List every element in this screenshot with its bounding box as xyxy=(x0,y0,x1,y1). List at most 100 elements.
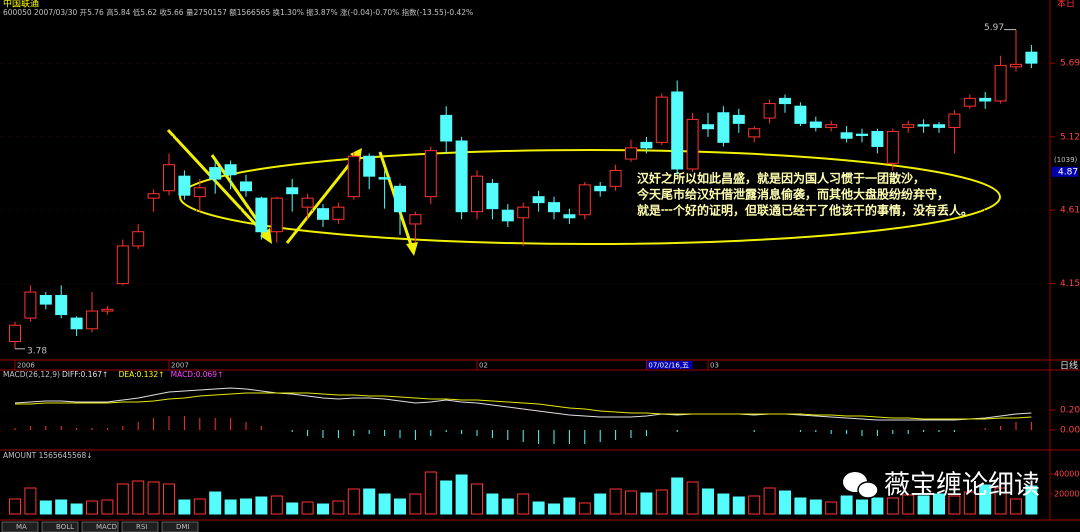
candle-body xyxy=(440,114,453,142)
annotation: 汉奸之所以如此昌盛，就是因为国人习惯于一团散沙， xyxy=(637,171,925,186)
cursor-date-box xyxy=(646,361,693,369)
candle-body xyxy=(979,97,992,102)
volume-bar xyxy=(640,492,653,515)
candle-body xyxy=(655,96,668,143)
volume-bar xyxy=(455,474,468,515)
candle-body xyxy=(871,130,884,147)
x-tick-label: 07/02/16,五 xyxy=(648,362,689,370)
readout: DEA:0.132↑ xyxy=(119,370,165,379)
tab[interactable] xyxy=(121,521,159,532)
volume-bar xyxy=(994,487,1007,515)
volume-bar xyxy=(578,502,591,515)
candle-body xyxy=(686,118,699,170)
x-tick-label: 2006 xyxy=(17,362,35,370)
volume-bar xyxy=(193,498,206,515)
candle-body xyxy=(409,214,422,225)
volume-bar xyxy=(86,500,98,515)
y-tick-label: 4.15 xyxy=(1060,279,1080,289)
candle-body xyxy=(1025,51,1038,64)
volume-bar xyxy=(486,493,499,515)
volume-bar xyxy=(440,480,453,515)
watermark-icon xyxy=(843,472,879,499)
volume-bar xyxy=(347,488,360,515)
volume-bar xyxy=(101,499,114,515)
volume-bar xyxy=(548,503,560,515)
volume-bar xyxy=(178,499,191,515)
volume-bar xyxy=(963,491,976,515)
candle-body xyxy=(840,132,853,139)
candle-body xyxy=(933,124,945,128)
candle-body xyxy=(101,308,114,312)
volume-bar xyxy=(55,499,68,515)
volume-bar xyxy=(809,499,822,515)
price-marker: 4.87 xyxy=(1058,167,1078,177)
candle-body xyxy=(471,175,483,213)
volume-bar xyxy=(748,495,761,515)
candle-body xyxy=(578,184,591,216)
volume-bar xyxy=(471,483,483,515)
candle-body xyxy=(455,140,468,213)
candle-body xyxy=(563,214,576,219)
volume-bar xyxy=(686,481,699,515)
x-tick-label: 03 xyxy=(710,362,719,370)
low-label: 3.78 xyxy=(27,346,47,356)
y-tick-label: 5.69 xyxy=(1060,59,1080,69)
candle-body xyxy=(671,91,684,170)
volume-bar xyxy=(732,496,745,515)
tab[interactable] xyxy=(81,521,119,532)
panel-title: MACD(26,12,9) xyxy=(3,370,60,379)
candle-body xyxy=(55,294,68,316)
tab[interactable] xyxy=(161,521,199,532)
price-marker-box xyxy=(1052,166,1078,177)
candle-body xyxy=(363,155,376,177)
candle-body xyxy=(902,124,915,128)
volume-bar xyxy=(717,493,730,515)
tab-label: RSI xyxy=(136,523,147,531)
volume-bar xyxy=(825,501,838,515)
candle-body xyxy=(763,103,776,119)
annotation: 今天尾市给汉奸借泄露消息偷袭，而其他大盘股纷纷弃守， xyxy=(636,187,949,202)
tab-label: BOLL xyxy=(56,523,74,531)
candle-body xyxy=(532,196,545,204)
candle-body xyxy=(39,294,52,305)
volume-bar xyxy=(594,493,607,515)
volume-bar xyxy=(301,501,314,515)
candle-body xyxy=(640,141,653,149)
volume-bar xyxy=(517,493,530,515)
volume-bar xyxy=(317,503,329,515)
volume-bar xyxy=(394,498,406,515)
volume-bar xyxy=(871,497,884,515)
volume-bar xyxy=(424,471,437,515)
candle-body xyxy=(994,65,1007,102)
readout: MACD:0.069↑ xyxy=(171,370,224,379)
volume-bar xyxy=(933,493,945,515)
panel-title: AMOUNT 1565645568↓ xyxy=(3,451,93,460)
candle-body xyxy=(917,124,930,127)
tab[interactable] xyxy=(1,521,39,532)
volume-bar xyxy=(702,488,714,515)
volume-bar xyxy=(39,500,52,515)
candle-body xyxy=(116,245,129,285)
volume-bar xyxy=(609,488,622,515)
candle-body xyxy=(394,185,406,213)
tab[interactable] xyxy=(41,521,79,532)
x-tick-label: 02 xyxy=(479,362,488,370)
volume-bar xyxy=(563,497,576,515)
readout: DIFF:0.167↑ xyxy=(62,370,108,379)
candle-body xyxy=(702,124,714,130)
candle-body xyxy=(609,169,622,187)
volume-bar xyxy=(132,480,145,515)
volume-bar xyxy=(24,487,37,515)
volume-bar xyxy=(70,503,83,515)
volume-bar xyxy=(363,488,376,515)
candle-body xyxy=(24,291,37,319)
candle-body xyxy=(517,206,530,219)
stock-name: 中国联通 xyxy=(3,0,39,10)
quote-line: 600050 2007/03/30 开5.76 高5.84 低5.62 收5.6… xyxy=(3,7,473,17)
high-label: 5.97 xyxy=(984,23,1004,33)
volume-bar xyxy=(779,490,791,515)
candle-body xyxy=(255,197,268,233)
volume-bar xyxy=(240,498,252,515)
